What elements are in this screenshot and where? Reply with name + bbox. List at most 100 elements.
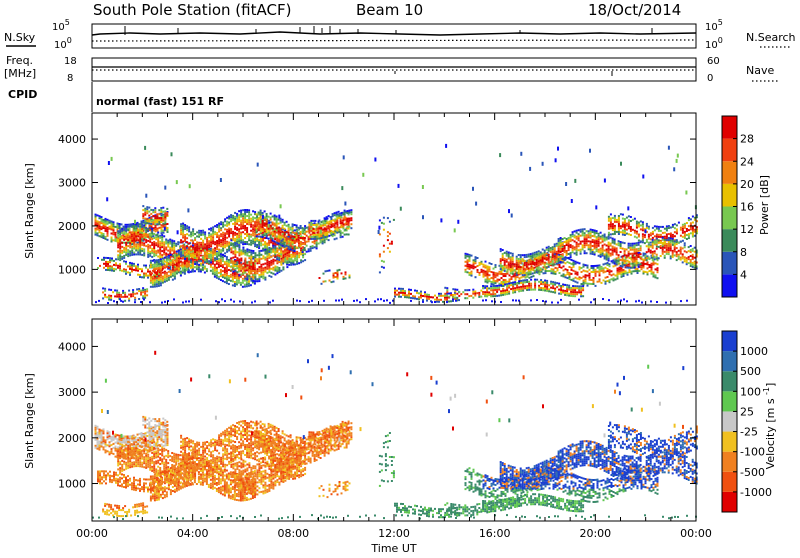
echo-cell (118, 293, 121, 296)
echo-cell (637, 247, 640, 250)
echo-cell (280, 261, 283, 264)
echo-cell (232, 244, 235, 247)
echo-cell (256, 262, 259, 265)
echo-cell (607, 237, 610, 240)
echo-cell (583, 234, 586, 237)
echo-cell (256, 270, 259, 273)
echo-cell (167, 266, 170, 269)
echo-cell (167, 258, 170, 261)
echo-cell (244, 237, 247, 239)
echo-cell (141, 229, 144, 232)
echo-cell (232, 230, 235, 233)
echo-cell (159, 278, 162, 281)
echo-cell (239, 261, 242, 264)
echo-cell (607, 241, 610, 244)
echo-cell (127, 265, 129, 268)
echo-cell (270, 221, 273, 224)
echo-cell (147, 243, 150, 246)
echo-cell (204, 261, 207, 264)
echo-cell (553, 255, 556, 258)
echo-cell (283, 243, 286, 246)
echo-cell (173, 269, 176, 272)
echo-cell (119, 237, 122, 240)
echo-cell (508, 286, 511, 289)
echo-cell (244, 257, 247, 260)
echo-cell (141, 223, 144, 226)
echo-cell (153, 275, 156, 278)
echo-cell (572, 293, 575, 296)
echo-cell (166, 227, 169, 229)
echo-cell (156, 221, 159, 224)
echo-cell (586, 274, 589, 277)
echo-cell (134, 292, 137, 295)
echo-cell (155, 265, 158, 268)
echo-cell (295, 226, 298, 229)
echo-cell (515, 265, 518, 268)
echo-cell (294, 259, 297, 262)
echo-cell (235, 283, 238, 286)
echo-cell (282, 254, 285, 257)
echo-cell (245, 263, 248, 266)
echo-cell (502, 275, 505, 277)
echo-cell (244, 233, 247, 235)
echo-cell (617, 231, 620, 233)
echo-cell (560, 274, 563, 277)
echo-cell (509, 262, 512, 265)
echo-cell (218, 226, 221, 229)
echo-cell (652, 263, 655, 266)
echo-cell (213, 263, 216, 266)
echo-cell (595, 230, 598, 233)
echo-cell (575, 251, 578, 254)
echo-cell (171, 274, 174, 277)
echo-cell (250, 279, 253, 282)
echo-cell (322, 236, 325, 239)
echo-cell (301, 237, 304, 240)
echo-cell (472, 290, 475, 293)
echo-cell (344, 216, 347, 219)
echo-cell (154, 219, 157, 222)
echo-cell (468, 265, 471, 268)
echo-cell (256, 278, 259, 281)
echo-cell (506, 287, 509, 290)
echo-cell (300, 235, 303, 238)
echo-cell (565, 254, 568, 256)
echo-cell (212, 242, 215, 245)
echo-cell (466, 271, 469, 274)
echo-cell (142, 229, 145, 232)
echo-cell (316, 227, 319, 230)
echo-cell (583, 242, 586, 245)
echo-cell (313, 232, 316, 235)
echo-cell (342, 277, 345, 280)
echo-cell (187, 263, 190, 266)
echo-cell (302, 260, 305, 263)
echo-cell (155, 277, 158, 280)
echo-cell (261, 236, 264, 238)
echo-cell (607, 231, 610, 234)
echo-cell (149, 244, 152, 247)
echo-cell (290, 260, 293, 263)
echo-cell (472, 292, 475, 295)
echo-cell (599, 253, 602, 256)
echo-cell (652, 275, 655, 278)
echo-cell (609, 217, 612, 220)
echo-cell (290, 243, 293, 246)
echo-cell (561, 242, 564, 244)
echo-cell (593, 239, 596, 242)
echo-cell (188, 258, 191, 261)
echo-cell (533, 253, 536, 256)
echo-cell (167, 249, 170, 252)
echo-cell (539, 259, 542, 262)
echo-cell (153, 255, 156, 257)
echo-cell (502, 279, 505, 281)
echo-cell (572, 289, 575, 292)
echo-cell (635, 242, 638, 245)
echo-cell (546, 254, 549, 256)
echo-cell (596, 266, 599, 269)
echo-cell (466, 253, 469, 256)
echo-cell (555, 256, 558, 259)
echo-cell (229, 273, 232, 276)
echo-cell (314, 223, 317, 226)
echo-cell (523, 274, 526, 277)
echo-cell (252, 256, 255, 258)
echo-cell (181, 263, 184, 266)
